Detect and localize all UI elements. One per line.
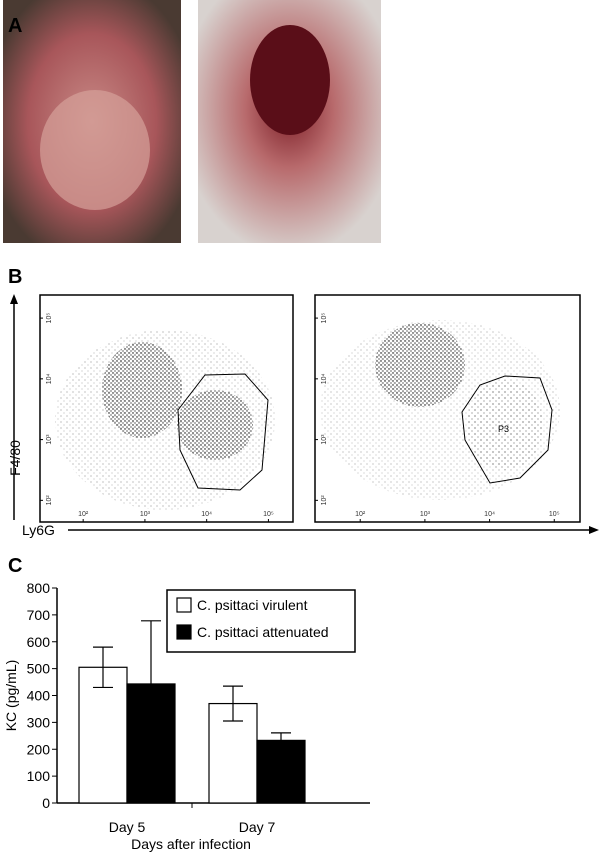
y-tick-label: 10⁴ xyxy=(46,373,53,384)
arrowhead xyxy=(589,526,599,534)
x-tick-label: 10² xyxy=(355,511,366,518)
y-tick-label: 10⁵ xyxy=(46,313,53,324)
x-tick-label: 10³ xyxy=(140,511,151,518)
x-tick-label: Day 7 xyxy=(239,819,276,835)
y-tick-label: 10⁴ xyxy=(321,373,328,384)
x-tick-label: 10⁴ xyxy=(201,511,212,518)
gate xyxy=(461,375,553,484)
organ xyxy=(40,90,150,210)
x-tick-label: 10⁵ xyxy=(263,511,274,518)
x-tick-label: 10⁵ xyxy=(549,511,560,518)
y-tick-label: 700 xyxy=(27,607,51,623)
legend-label: C. psittaci virulent xyxy=(197,597,308,613)
x-tick-label: 10² xyxy=(78,511,89,518)
axis-label: Days after infection xyxy=(131,836,251,852)
y-tick-label: 10² xyxy=(321,495,328,506)
cell-population xyxy=(320,320,560,500)
organ xyxy=(250,25,330,135)
y-tick-label: 10³ xyxy=(46,434,53,445)
y-tick-label: 500 xyxy=(27,661,51,677)
y-tick-label: 10⁵ xyxy=(321,313,328,324)
y-tick-label: 600 xyxy=(27,634,51,650)
bar xyxy=(78,666,128,804)
y-tick-label: 400 xyxy=(27,688,51,704)
cell-population xyxy=(55,330,275,510)
panel-label: C xyxy=(8,555,22,577)
legend-label: C. psittaci attenuated xyxy=(197,624,329,640)
x-tick-label: 10³ xyxy=(420,511,431,518)
axis-label: Ly6G xyxy=(22,522,55,538)
axis-label: F4/80 xyxy=(7,440,23,476)
y-tick-label: 0 xyxy=(42,795,50,811)
gate xyxy=(177,373,269,491)
y-tick-label: 100 xyxy=(27,768,51,784)
legend xyxy=(166,589,356,653)
panel-label: A xyxy=(8,15,22,37)
gate-label: P3 xyxy=(498,424,509,434)
panel-label: B xyxy=(8,266,22,288)
x-tick-label: Day 5 xyxy=(109,819,146,835)
y-tick-label: 300 xyxy=(27,714,51,730)
legend-swatch xyxy=(176,597,192,613)
plot-frame xyxy=(39,294,294,523)
x-tick-label: 10⁴ xyxy=(484,511,495,518)
y-tick-label: 200 xyxy=(27,741,51,757)
legend-swatch xyxy=(176,624,192,640)
y-tick-label: 10² xyxy=(46,495,53,506)
bar xyxy=(256,739,306,804)
axis-label: KC (pg/mL) xyxy=(3,660,19,732)
plot-frame xyxy=(314,294,581,523)
arrowhead xyxy=(10,294,18,304)
y-tick-label: 10³ xyxy=(321,434,328,445)
y-tick-label: 800 xyxy=(27,580,51,596)
